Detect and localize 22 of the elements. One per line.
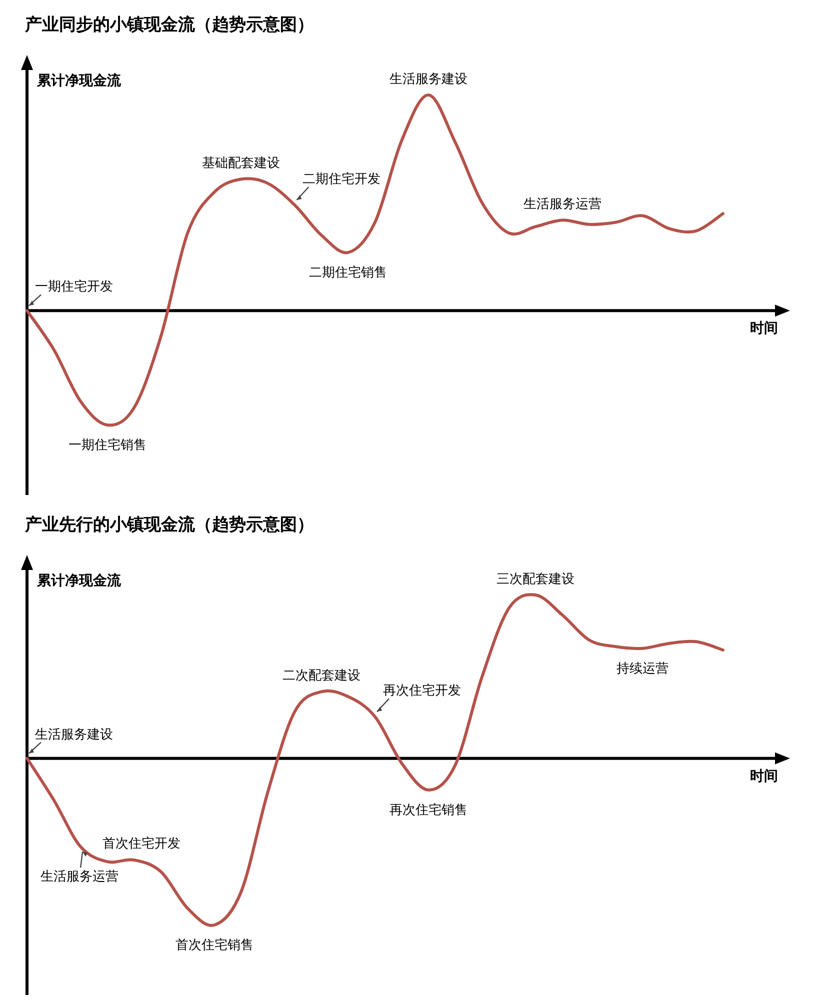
chart-title: 产业同步的小镇现金流（趋势示意图） bbox=[24, 15, 314, 35]
annotation: 生活服务运营 bbox=[40, 870, 119, 885]
annotation: 再次住宅销售 bbox=[390, 802, 468, 818]
annotation: 二期住宅销售 bbox=[309, 264, 388, 280]
annotation: 二次配套建设 bbox=[282, 668, 360, 684]
y-axis-title: 累计净现金流 bbox=[36, 572, 122, 589]
annotation: 二期住宅开发 bbox=[302, 171, 381, 187]
annotation: 首次住宅销售 bbox=[175, 937, 254, 953]
annotation: 生活服务运营 bbox=[523, 197, 602, 212]
annotation: 一期住宅开发 bbox=[35, 278, 113, 295]
y-axis-title: 累计净现金流 bbox=[36, 72, 122, 89]
annotation: 三次配套建设 bbox=[496, 572, 575, 587]
annotation: 生活服务建设 bbox=[35, 727, 113, 742]
annotation: 生活服务建设 bbox=[390, 72, 468, 87]
annotation: 持续运营 bbox=[616, 661, 669, 676]
annotation: 首次住宅开发 bbox=[102, 836, 180, 852]
annotation: 基础配套建设 bbox=[202, 156, 280, 172]
annotation: 一期住宅销售 bbox=[68, 437, 146, 453]
chart-title: 产业先行的小镇现金流（趋势示意图） bbox=[24, 515, 314, 535]
annotation: 再次住宅开发 bbox=[383, 682, 461, 699]
x-axis-title: 时间 bbox=[750, 320, 778, 337]
x-axis-title: 时间 bbox=[750, 768, 778, 784]
